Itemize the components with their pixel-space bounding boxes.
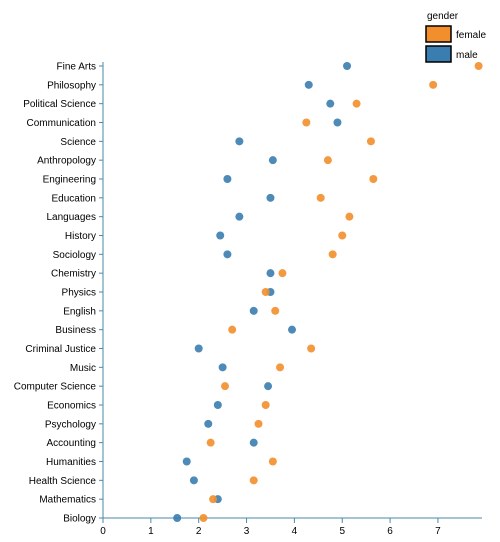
category-label: Science: [60, 137, 96, 148]
point-female-accounting: [206, 438, 215, 447]
category-label: Political Science: [23, 99, 96, 110]
point-male-economics: [213, 401, 222, 409]
y-axis: Fine Arts Philosophy Political Science Comm…: [14, 62, 104, 525]
point-male-computer-science: [264, 382, 273, 391]
point-male-philosophy: [304, 80, 313, 89]
point-male-anthropology: [268, 156, 277, 165]
point-female-health-science: [249, 476, 258, 485]
legend-swatch-male: [425, 45, 452, 63]
point-male-health-science: [189, 476, 198, 485]
category-label: Education: [52, 193, 96, 204]
point-male-languages: [235, 212, 244, 221]
x-tick-label: 6: [387, 526, 393, 537]
legend: gender female male: [425, 11, 486, 63]
point-female-business: [228, 325, 237, 334]
point-male-biology: [173, 514, 182, 522]
point-female-anthropology: [323, 156, 332, 165]
x-tick-label: 0: [100, 526, 106, 537]
category-label: Physics: [62, 288, 96, 299]
point-male-political-science: [326, 99, 335, 108]
point-male-english: [249, 306, 258, 315]
point-female-mathematics: [209, 495, 218, 504]
category-label: Chemistry: [51, 269, 96, 280]
category-label: Accounting: [47, 438, 96, 449]
category-label: Criminal Justice: [25, 344, 96, 355]
category-label: Anthropology: [37, 156, 96, 167]
point-female-engineering: [369, 175, 378, 183]
point-male-engineering: [223, 175, 232, 183]
point-female-history: [338, 231, 347, 240]
category-label: Music: [70, 363, 96, 374]
category-label: Humanities: [46, 457, 96, 468]
legend-label-female: female: [456, 30, 486, 41]
point-male-history: [216, 231, 225, 240]
point-female-science: [366, 137, 375, 146]
category-label: Sociology: [53, 250, 96, 261]
x-tick-label: 2: [196, 526, 202, 537]
point-female-psychology: [254, 419, 263, 428]
point-female-music: [276, 363, 285, 372]
category-label: Computer Science: [14, 382, 97, 393]
category-label: Psychology: [45, 419, 96, 430]
point-female-physics: [261, 288, 270, 296]
point-male-fine-arts: [343, 62, 352, 70]
category-label: History: [65, 231, 96, 242]
point-female-political-science: [352, 99, 361, 108]
category-label: Mathematics: [39, 495, 96, 506]
point-female-computer-science: [221, 382, 230, 391]
point-female-education: [316, 193, 325, 202]
category-label: Languages: [47, 212, 97, 223]
point-female-chemistry: [278, 269, 287, 278]
point-female-languages: [345, 212, 354, 221]
category-label: Economics: [47, 401, 96, 412]
category-label: Biology: [63, 514, 96, 525]
category-label: Communication: [27, 118, 96, 129]
point-female-communication: [302, 118, 311, 127]
x-axis: 0 1 2 3 4 5 6 7: [100, 517, 482, 537]
point-male-sociology: [223, 250, 232, 259]
x-tick-label: 1: [148, 526, 154, 537]
x-tick-label: 4: [292, 526, 298, 537]
point-male-education: [266, 193, 275, 202]
point-female-english: [271, 306, 280, 315]
point-male-music: [218, 363, 227, 372]
category-label: Health Science: [29, 476, 97, 487]
point-female-philosophy: [429, 80, 438, 89]
point-female-sociology: [328, 250, 337, 259]
point-male-business: [288, 325, 296, 334]
x-tick-label: 3: [244, 526, 250, 537]
point-female-criminal-justice: [307, 344, 316, 353]
x-tick-label: 7: [435, 526, 441, 537]
point-male-criminal-justice: [194, 344, 203, 353]
point-male-accounting: [249, 438, 258, 447]
category-label: Fine Arts: [57, 62, 96, 73]
point-female-humanities: [268, 457, 277, 466]
category-label: Philosophy: [47, 80, 96, 91]
category-label: Engineering: [43, 175, 96, 186]
point-male-communication: [333, 118, 342, 127]
legend-swatch-female: [425, 25, 452, 43]
point-female-economics: [261, 401, 270, 409]
point-male-humanities: [182, 457, 191, 466]
category-label: Business: [55, 325, 96, 336]
point-female-biology: [199, 514, 208, 522]
legend-label-male: male: [456, 50, 478, 61]
legend-title: gender: [427, 11, 459, 22]
point-male-chemistry: [266, 269, 275, 278]
category-label: English: [63, 306, 96, 317]
point-female-fine-arts: [474, 62, 483, 70]
point-male-science: [235, 137, 244, 146]
x-tick-label: 5: [339, 526, 345, 537]
point-male-psychology: [204, 419, 213, 428]
data-points: [173, 62, 483, 522]
